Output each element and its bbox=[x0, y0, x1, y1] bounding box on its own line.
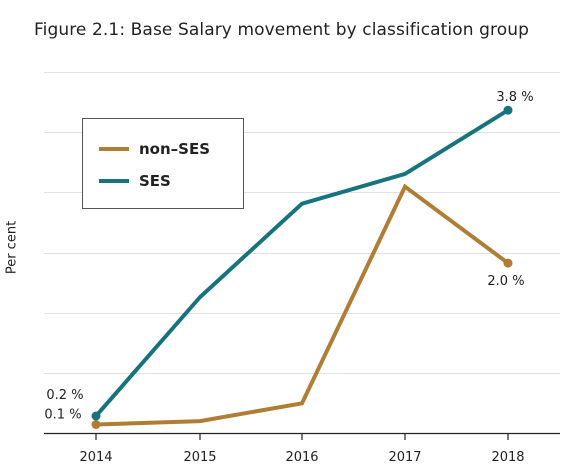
x-tick-label: 2017 bbox=[388, 450, 421, 465]
gridlines bbox=[44, 72, 560, 374]
data-label: 0.1 % bbox=[44, 408, 81, 423]
legend-item-non-ses: non–SES bbox=[99, 139, 210, 159]
data-label: 2.0 % bbox=[487, 274, 524, 289]
series-lines bbox=[91, 105, 513, 429]
x-tick-label: 2015 bbox=[183, 450, 216, 465]
data-label: 3.8 % bbox=[496, 90, 533, 105]
data-point bbox=[503, 258, 513, 268]
data-labels: 0.1 % 2.0 % 0.2 % 3.8 % bbox=[44, 90, 533, 422]
legend-swatch-non-ses bbox=[99, 147, 129, 151]
data-point bbox=[503, 105, 513, 115]
legend: non–SES SES bbox=[82, 118, 244, 209]
series-line-non-ses bbox=[95, 183, 510, 427]
x-axis: 2014 2015 2016 2017 2018 bbox=[44, 432, 560, 465]
legend-swatch-ses bbox=[99, 179, 129, 183]
series-line-ses bbox=[94, 108, 510, 418]
data-point bbox=[91, 420, 101, 429]
chart-title: Figure 2.1: Base Salary movement by clas… bbox=[33, 20, 529, 40]
legend-item-ses: SES bbox=[99, 171, 171, 191]
legend-label-non-ses: non–SES bbox=[139, 140, 211, 158]
x-tick-label: 2014 bbox=[79, 450, 112, 465]
data-label: 0.2 % bbox=[46, 388, 83, 403]
x-tick-label: 2016 bbox=[285, 450, 318, 465]
x-tick-label: 2018 bbox=[491, 450, 524, 465]
legend-label-ses: SES bbox=[139, 172, 171, 190]
data-point bbox=[91, 411, 101, 421]
